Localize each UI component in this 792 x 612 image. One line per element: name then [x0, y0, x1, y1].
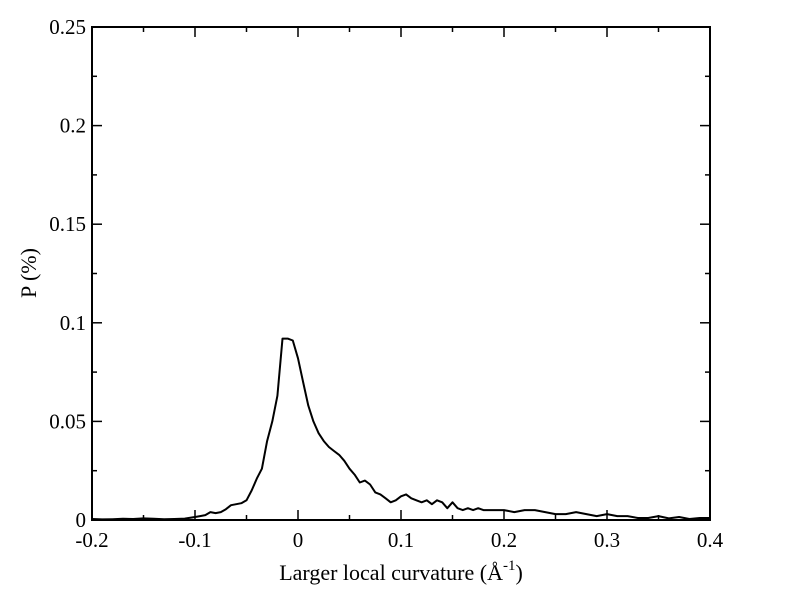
x-tick-label: -0.1: [178, 528, 211, 552]
y-axis-label: P (%): [16, 248, 41, 298]
x-axis-label: Larger local curvature (Å-1): [279, 558, 523, 585]
x-axis-label-main: Larger local curvature (Å: [279, 560, 503, 585]
plot-frame: [91, 26, 711, 521]
x-tick-label: -0.2: [75, 528, 108, 552]
y-tick-label: 0.1: [60, 311, 86, 335]
x-tick-label: 0: [293, 528, 304, 552]
x-tick-label: 0.4: [697, 528, 724, 552]
ticks-layer: [91, 26, 711, 521]
x-axis-label-close: ): [515, 560, 522, 585]
y-tick-label: 0.2: [60, 114, 86, 138]
y-tick-label: 0.15: [49, 212, 86, 236]
y-tick-label: 0: [76, 508, 87, 532]
x-axis-label-superscript: -1: [503, 558, 516, 574]
tick-labels-layer: -0.2 -0.1 0 0.1 0.2 0.3 0.4 0 0.05 0.1 0.15 0.2 0.25: [49, 15, 723, 552]
series-line: [91, 337, 710, 521]
y-tick-label: 0.05: [49, 409, 86, 433]
x-tick-label: 0.1: [388, 528, 414, 552]
y-tick-label: 0.25: [49, 15, 86, 39]
x-tick-label: 0.3: [594, 528, 620, 552]
x-tick-label: 0.2: [491, 528, 517, 552]
